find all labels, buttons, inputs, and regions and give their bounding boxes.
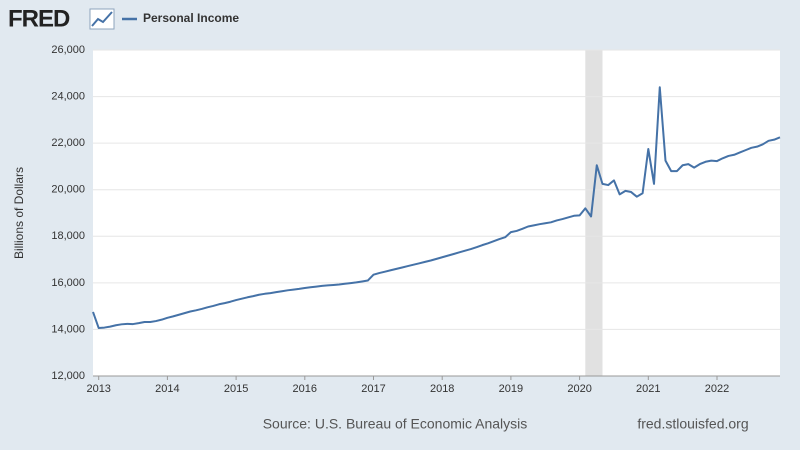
y-tick-label: 26,000 bbox=[51, 44, 85, 56]
x-tick-label: 2020 bbox=[567, 383, 591, 395]
plot-area bbox=[93, 50, 780, 376]
y-tick-label: 16,000 bbox=[51, 277, 85, 289]
x-tick-label: 2022 bbox=[705, 383, 729, 395]
y-tick-label: 20,000 bbox=[51, 184, 85, 196]
x-tick-label: 2016 bbox=[293, 383, 317, 395]
y-axis-label: Billions of Dollars bbox=[12, 167, 26, 259]
y-tick-label: 14,000 bbox=[51, 323, 85, 335]
x-tick-label: 2019 bbox=[499, 383, 523, 395]
logo: FRED bbox=[8, 5, 70, 32]
x-tick-label: 2017 bbox=[361, 383, 385, 395]
x-tick-label: 2013 bbox=[86, 383, 110, 395]
y-tick-label: 12,000 bbox=[51, 370, 85, 382]
x-tick-label: 2018 bbox=[430, 383, 454, 395]
x-tick-label: 2015 bbox=[224, 383, 248, 395]
recession-band bbox=[585, 50, 603, 376]
x-tick-label: 2021 bbox=[636, 383, 660, 395]
logo-icon-line bbox=[91, 11, 113, 27]
logo-icon-box bbox=[89, 8, 115, 30]
y-tick-label: 18,000 bbox=[51, 230, 85, 242]
series-line bbox=[92, 86, 781, 330]
source: Source: U.S. Bureau of Economic Analysis bbox=[263, 416, 528, 432]
x-tick-label: 2014 bbox=[155, 383, 179, 395]
logo-icon bbox=[89, 8, 115, 30]
site: fred.stlouisfed.org bbox=[637, 416, 748, 432]
y-tick-label: 24,000 bbox=[51, 90, 85, 102]
y-tick-label: 22,000 bbox=[51, 137, 85, 149]
legend-label: Personal Income bbox=[143, 11, 239, 25]
